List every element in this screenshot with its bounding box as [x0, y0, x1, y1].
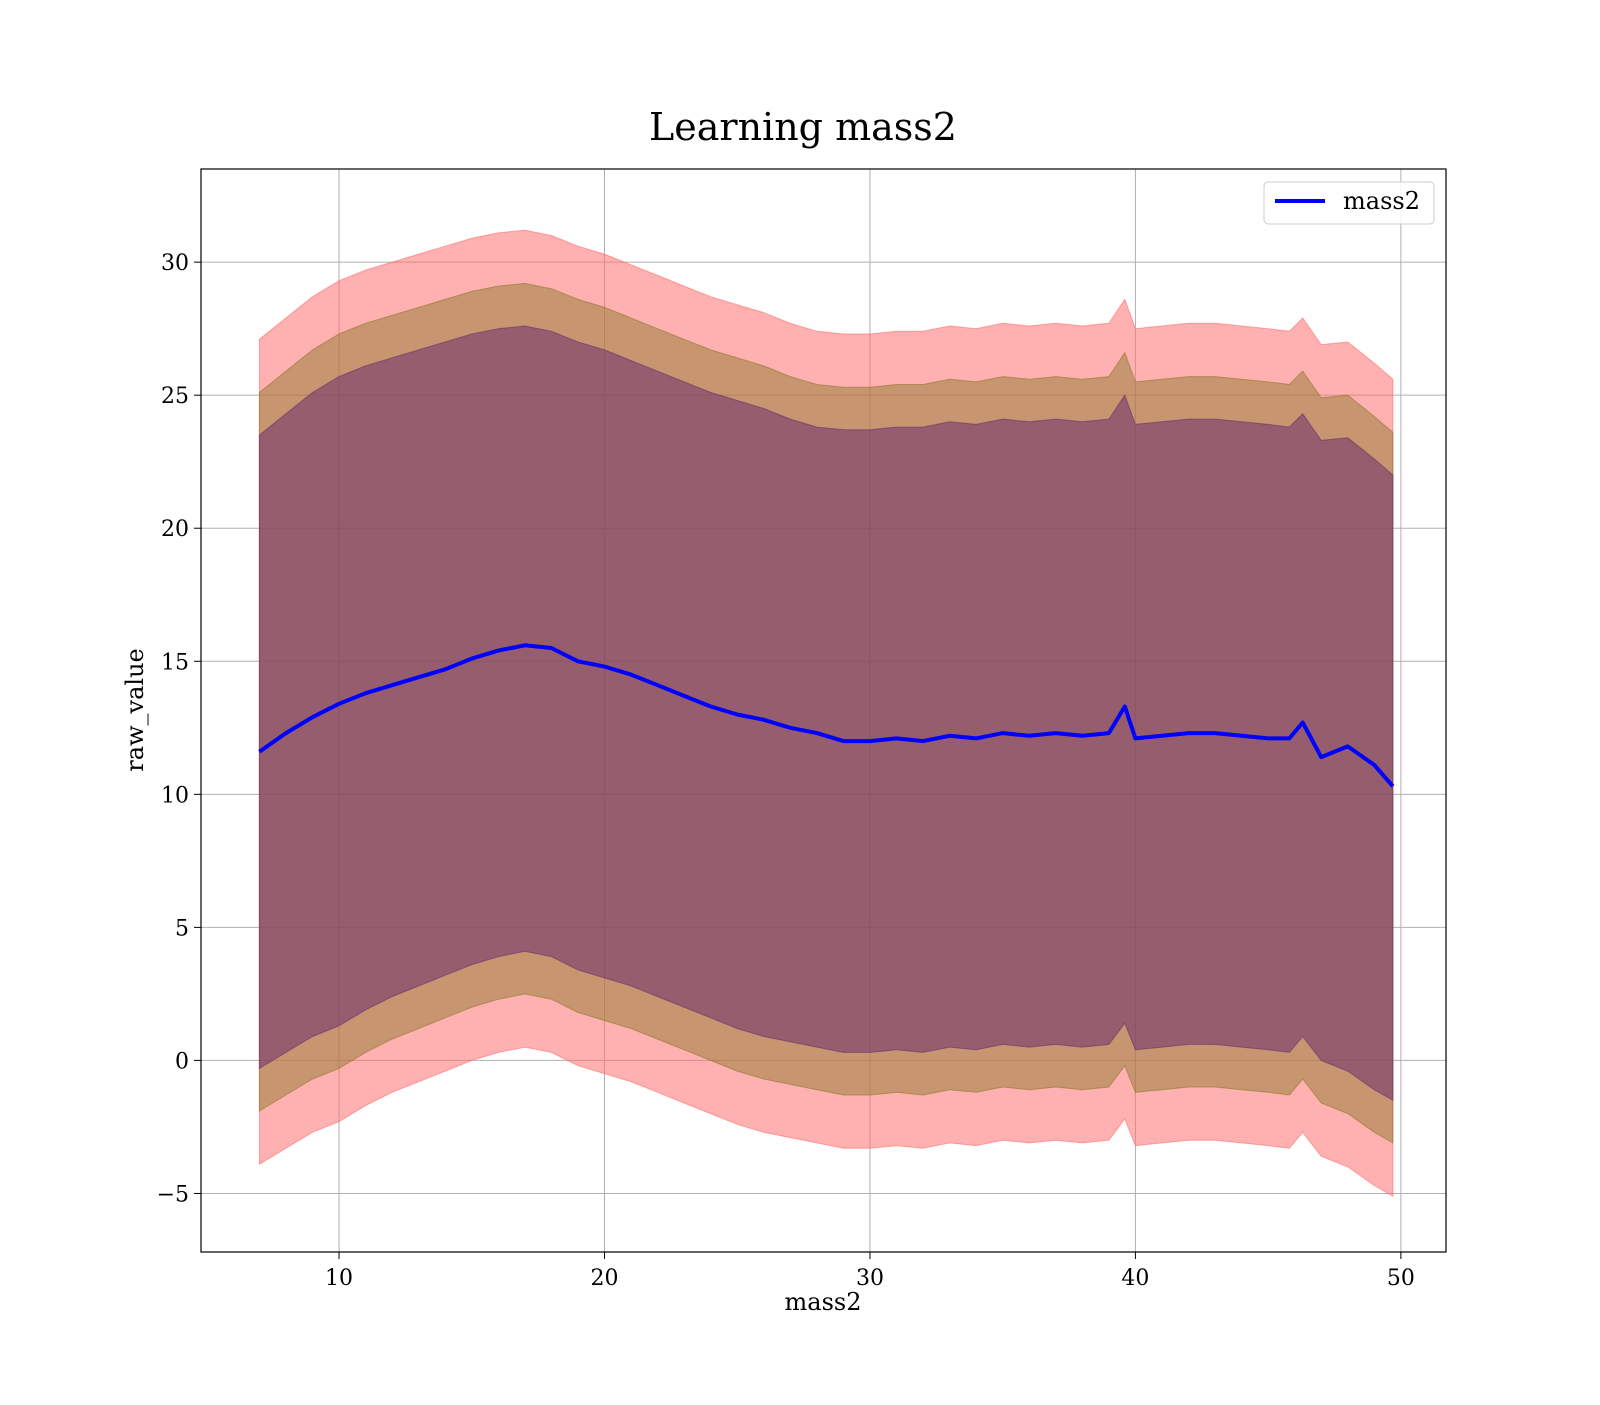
y-tick-label: 25 [161, 384, 189, 409]
x-tick-label: 20 [590, 1266, 618, 1291]
x-tick-label: 10 [325, 1266, 353, 1291]
series-line-mass2 [258, 643, 1395, 788]
y-tick-label: 20 [161, 517, 189, 542]
x-tick-label: 40 [1121, 1266, 1149, 1291]
legend-label: mass2 [1343, 187, 1420, 215]
confidence-band [258, 325, 1394, 1102]
y-tick-label: 5 [175, 916, 189, 941]
y-axis-ticks: −5 0 5 10 15 20 25 30 [157, 251, 201, 1207]
legend: mass2 [1263, 181, 1435, 225]
chart-title: Learning mass2 [649, 105, 957, 149]
plot-area-frame [200, 168, 1447, 1253]
y-axis-label: raw_value [121, 648, 149, 772]
y-tick-label: 10 [161, 783, 189, 808]
line-layer [258, 643, 1395, 788]
y-tick-label: 30 [161, 251, 189, 276]
y-tick-label: 0 [175, 1049, 189, 1074]
x-tick-label: 50 [1387, 1266, 1415, 1291]
x-axis-ticks: 10 20 30 40 50 [325, 1252, 1415, 1291]
y-tick-label: 15 [161, 650, 189, 675]
legend-frame [1263, 181, 1435, 225]
x-tick-label: 30 [856, 1266, 884, 1291]
y-tick-label: −5 [157, 1182, 189, 1207]
x-axis-label: mass2 [785, 1288, 862, 1316]
band-layer [258, 229, 1394, 1197]
